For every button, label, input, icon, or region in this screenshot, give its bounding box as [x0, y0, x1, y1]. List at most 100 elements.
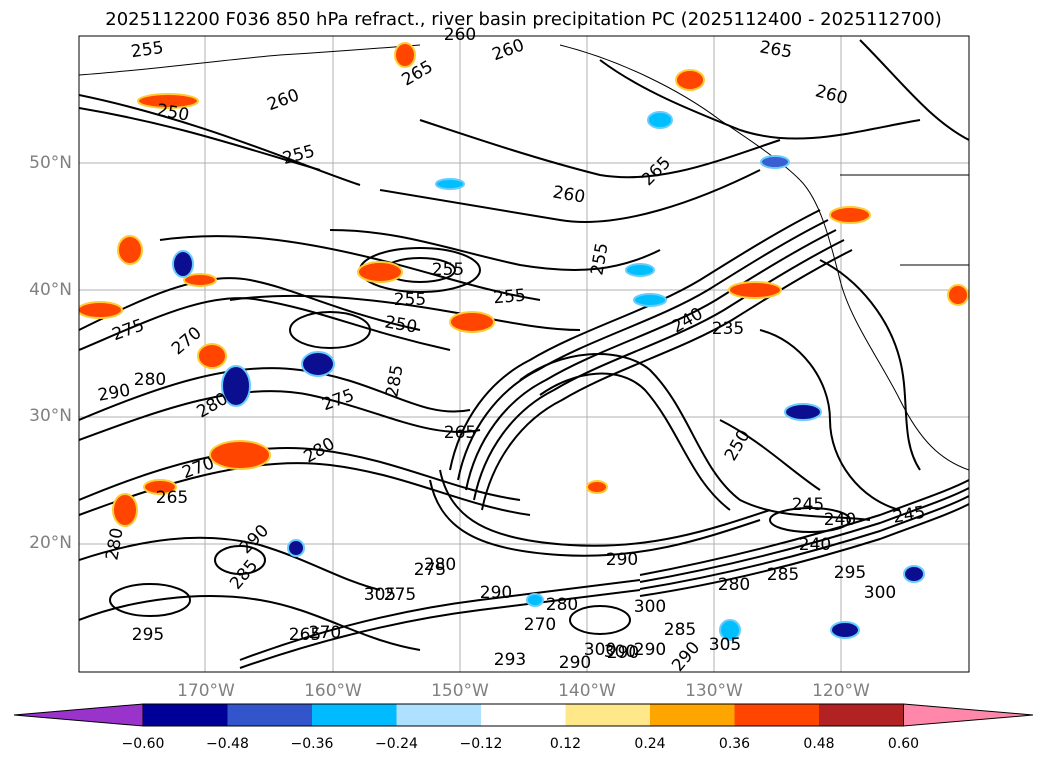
- anomaly-blob: [287, 539, 305, 557]
- contour-label: 270: [524, 615, 556, 635]
- contour-label: 240: [799, 535, 831, 555]
- colorbar: [13, 703, 1034, 727]
- anomaly-blob: [586, 480, 608, 494]
- lat-label-20n: 20°N: [29, 533, 72, 553]
- anomaly-blob: [301, 351, 335, 377]
- anomaly-blob: [209, 440, 271, 470]
- anomaly-blob: [633, 293, 667, 307]
- contour-label: 300: [584, 640, 616, 660]
- colorbar-tick-label: −0.36: [290, 736, 334, 752]
- anomaly-blob: [719, 619, 741, 641]
- refractivity-contours: [79, 39, 969, 669]
- anomaly-blob: [625, 263, 655, 277]
- contour-labels: 2552502552602602652602652602602652552552…: [96, 25, 926, 676]
- contour-label: 270: [309, 623, 341, 643]
- lon-label-170w: 170°W: [177, 681, 235, 701]
- anomaly-blob: [357, 261, 403, 283]
- lon-label-140w: 140°W: [558, 681, 616, 701]
- contour-label: 295: [132, 625, 164, 645]
- contour-label: 235: [712, 319, 744, 339]
- contour-label: 275: [414, 560, 446, 580]
- contour-label: 305: [364, 585, 396, 605]
- contour-label: 255: [130, 38, 165, 62]
- lat-label-40n: 40°N: [29, 280, 72, 300]
- lon-label-150w: 150°W: [431, 681, 489, 701]
- colorbar-tick-label: 0.36: [718, 736, 751, 752]
- colorbar-extend-low: [13, 703, 144, 727]
- anomaly-blob: [830, 621, 860, 639]
- colorbar-tick-label: 0.60: [887, 736, 920, 752]
- contour-label: 280: [718, 575, 750, 595]
- contour-label: 290: [480, 583, 512, 603]
- contour-label: 240: [824, 510, 856, 530]
- colorbar-tick-label: −0.60: [121, 736, 165, 752]
- precipitation-pc-shading: [79, 42, 969, 641]
- contour-label: 290: [634, 640, 666, 660]
- contour-label: 280: [546, 595, 578, 615]
- anomaly-blob: [829, 206, 871, 224]
- contour-label: 285: [664, 620, 696, 640]
- map-frame: [78, 35, 970, 673]
- contour-label: 260: [444, 25, 476, 45]
- colorbar-tick-label: 0.24: [634, 736, 666, 752]
- lat-label-30n: 30°N: [29, 406, 72, 426]
- anomaly-blob: [947, 284, 969, 306]
- contour-label: 280: [134, 370, 166, 390]
- contour-label: 290: [559, 653, 591, 673]
- anomaly-blob: [143, 479, 177, 495]
- lon-label-130w: 130°W: [685, 681, 743, 701]
- colorbar-segment: [396, 704, 481, 726]
- colorbar-segment: [312, 704, 397, 726]
- anomaly-blob: [903, 565, 925, 583]
- contour-label: 293: [494, 650, 526, 670]
- lon-label-120w: 120°W: [812, 681, 870, 701]
- contour-label: 245: [792, 495, 824, 515]
- contour-label: 265: [156, 488, 188, 508]
- contour-label: 295: [834, 563, 866, 583]
- colorbar-outline: [142, 703, 904, 727]
- anomaly-blob: [394, 42, 416, 68]
- contour-label: 255: [394, 290, 426, 310]
- lon-label-160w: 160°W: [304, 681, 362, 701]
- anomaly-blob: [435, 178, 465, 190]
- colorbar-segment: [227, 704, 312, 726]
- anomaly-blob: [675, 69, 705, 91]
- contour-label: 285: [767, 565, 799, 585]
- colorbar-tick-label: 0.12: [549, 736, 582, 752]
- colorbar-tick-label: −0.24: [375, 736, 418, 752]
- colorbar-segment: [143, 704, 228, 726]
- colorbar-segment: [819, 704, 904, 726]
- colorbar-tick-label: 0.48: [803, 736, 835, 752]
- lat-label-50n: 50°N: [29, 153, 72, 173]
- contour-label: 300: [634, 597, 666, 617]
- contour-label: 255: [493, 286, 527, 309]
- colorbar-tick-label: −0.48: [206, 736, 249, 752]
- anomaly-blob: [197, 343, 227, 369]
- anomaly-blob: [79, 301, 123, 319]
- contour-label: 305: [709, 635, 741, 655]
- anomaly-blob: [117, 235, 143, 265]
- map-title: 2025112200 F036 850 hPa refract., river …: [105, 9, 942, 30]
- contour-label: 280: [424, 555, 456, 575]
- anomaly-blob: [728, 281, 782, 299]
- anomaly-blob: [526, 593, 544, 607]
- anomaly-blob: [647, 111, 673, 129]
- colorbar-segment: [650, 704, 735, 726]
- contour-label: 290: [606, 550, 638, 570]
- contour-label: 265: [444, 423, 476, 443]
- anomaly-blob: [183, 273, 217, 287]
- colorbar-extend-high: [903, 703, 1034, 727]
- colorbar-segment: [481, 704, 566, 726]
- anomaly-blob: [112, 493, 138, 527]
- contour-label: 255: [432, 260, 464, 280]
- contour-label: 300: [604, 642, 636, 662]
- anomaly-blob: [449, 311, 495, 333]
- contour-label: 275: [384, 585, 416, 605]
- colorbar-segment: [565, 704, 650, 726]
- anomaly-blob: [760, 155, 790, 169]
- contour-label: 290: [607, 643, 639, 663]
- contour-label: 300: [864, 583, 896, 603]
- anomaly-blob: [221, 365, 251, 407]
- colorbar-segment: [734, 704, 819, 726]
